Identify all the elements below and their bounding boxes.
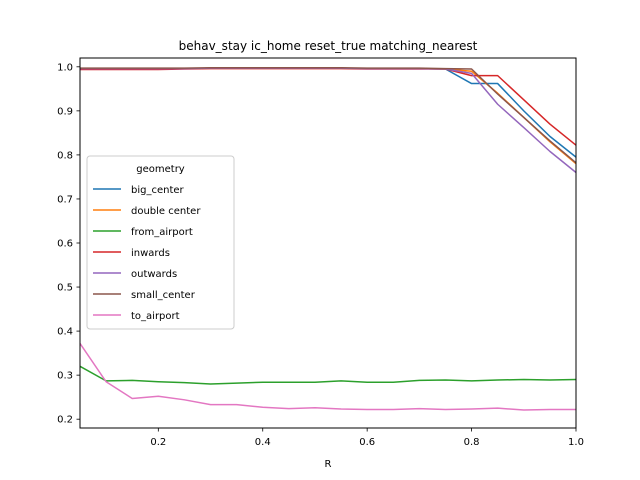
legend-label: big_center (131, 185, 185, 196)
legend-label: to_airport (131, 311, 180, 322)
y-tick-label: 0.2 (57, 415, 73, 426)
x-tick-label: 0.2 (150, 437, 166, 448)
legend-title: geometry (136, 164, 185, 175)
legend-box (86, 155, 235, 330)
chart-title: behav_stay ic_home reset_true matching_n… (179, 39, 478, 53)
legend-label: from_airport (131, 227, 193, 238)
y-tick-label: 0.5 (57, 283, 73, 294)
axis-layer: 0.2 0.4 0.6 0.8 1.0 0.2 0.3 0.4 0.5 0.6 0.7 0.8 0.9 1… (57, 62, 584, 448)
legend-label: small_center (131, 290, 196, 301)
x-tick-label: 0.6 (359, 437, 375, 448)
x-axis-title: R (325, 459, 332, 470)
legend-label: inwards (131, 248, 170, 259)
x-tick-label: 0.8 (464, 437, 480, 448)
y-tick-label: 0.9 (57, 106, 73, 117)
y-tick-label: 1.0 (57, 62, 73, 73)
series-line-to-airport (79, 343, 576, 411)
y-tick-label: 0.6 (57, 239, 73, 250)
series-layer (79, 66, 577, 411)
series-line-small-center (80, 66, 577, 164)
y-tick-label: 0.7 (57, 194, 73, 205)
y-tick-label: 0.4 (57, 327, 73, 338)
y-tick-label: 0.3 (57, 371, 73, 382)
plot-frame (79, 57, 577, 429)
y-tick-label: 0.8 (57, 150, 73, 161)
legend-label: outwards (131, 269, 177, 280)
x-tick-label: 0.4 (255, 437, 271, 448)
legend-label: double center (131, 206, 201, 217)
x-tick-label: 1.0 (568, 437, 584, 448)
series-line-from-airport (79, 365, 577, 385)
